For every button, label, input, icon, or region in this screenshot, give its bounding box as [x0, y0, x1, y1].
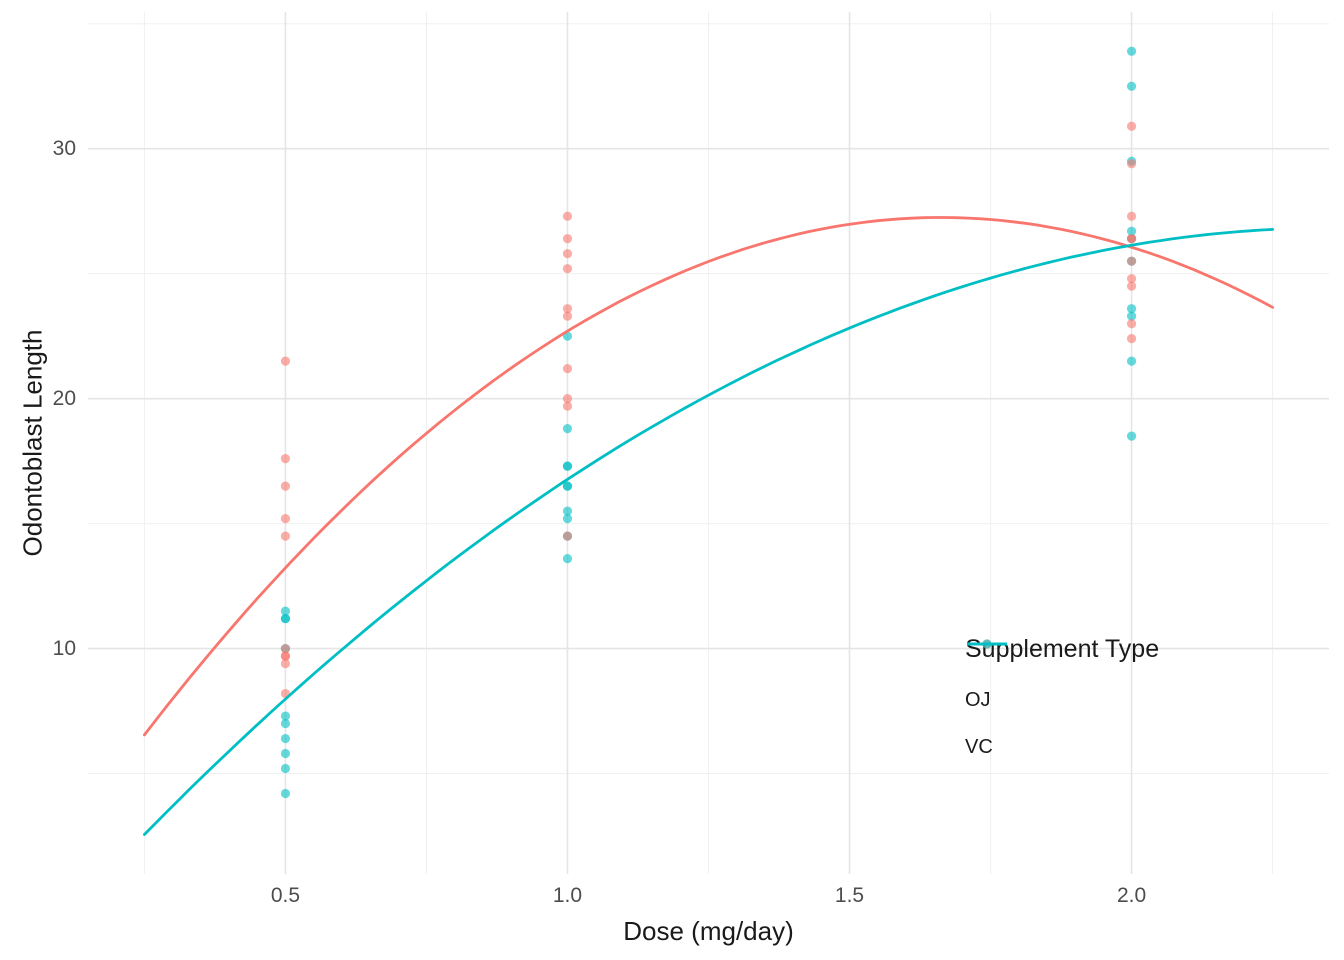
data-point-oj: [280, 454, 291, 464]
legend-label-vc: VC: [965, 735, 993, 758]
data-point-vc: [280, 763, 291, 774]
data-point-vc: [562, 553, 573, 564]
data-point-oj: [562, 531, 573, 541]
data-point-vc: [562, 506, 573, 516]
x-tick-label-1.0: 1.0: [552, 884, 583, 907]
data-point-vc: [280, 788, 291, 799]
data-point-oj: [1126, 334, 1137, 344]
x-axis-title: Dose (mg/day): [623, 916, 794, 946]
x-tick-label-2.0: 2.0: [1116, 884, 1147, 907]
legend-entry-oj: OJ: [965, 639, 1159, 715]
legend-label-oj: OJ: [965, 688, 991, 711]
data-point-oj: [1126, 274, 1137, 284]
data-point-vc: [1126, 226, 1137, 236]
data-point-oj: [1126, 256, 1137, 266]
data-point-vc: [562, 481, 573, 491]
data-point-vc: [280, 733, 291, 744]
data-point-vc: [280, 711, 291, 721]
data-point-vc: [1126, 81, 1137, 91]
data-point-oj: [562, 304, 573, 314]
data-point-vc: [1126, 356, 1137, 366]
data-point-oj: [562, 264, 573, 274]
legend-key-icon: [967, 639, 1007, 649]
y-axis-title: Odontoblast Length: [17, 329, 48, 557]
data-point-oj: [280, 651, 291, 661]
data-point-oj: [562, 234, 573, 244]
data-point-vc: [562, 461, 573, 471]
data-point-oj: [280, 356, 291, 366]
data-point-oj: [280, 658, 291, 669]
legend: Supplement Type OJ VC: [965, 633, 1159, 779]
data-point-oj: [280, 531, 291, 541]
data-point-vc: [1126, 304, 1137, 314]
data-point-vc: [280, 748, 291, 759]
data-point-oj: [562, 249, 573, 259]
data-point-oj: [1126, 234, 1137, 244]
data-point-vc: [280, 613, 291, 624]
data-point-oj: [1126, 121, 1137, 131]
legend-entries: OJ VC: [965, 639, 1159, 762]
data-point-oj: [562, 211, 573, 221]
data-point-vc: [1126, 431, 1137, 441]
data-point-vc: [1126, 46, 1137, 56]
data-point-vc: [562, 514, 573, 524]
data-point-oj: [1126, 159, 1137, 169]
x-tick-label-0.5: 0.5: [270, 884, 301, 907]
y-tick-label-30: 30: [52, 136, 76, 160]
data-point-oj: [280, 481, 291, 491]
legend-entry-vc: VC: [965, 639, 1159, 762]
data-point-oj: [280, 643, 291, 654]
smooth-line-oj: [143, 216, 1274, 737]
data-point-oj: [562, 394, 573, 404]
data-point-vc: [280, 606, 291, 616]
x-tick-label-1.5: 1.5: [834, 884, 865, 907]
data-point-oj: [562, 364, 573, 374]
data-point-oj: [280, 514, 291, 524]
data-point-oj: [1126, 281, 1137, 291]
data-point-vc: [1126, 311, 1137, 321]
data-point-oj: [1126, 319, 1137, 329]
y-tick-label-10: 10: [52, 636, 76, 660]
data-point-oj: [562, 311, 573, 321]
legend-title: Supplement Type: [965, 635, 1160, 663]
data-point-vc: [562, 424, 573, 434]
smooth-line-vc: [143, 228, 1274, 836]
data-point-oj: [562, 401, 573, 411]
data-point-vc: [280, 718, 291, 729]
data-point-oj: [1126, 211, 1137, 221]
y-tick-label-20: 20: [52, 386, 76, 410]
